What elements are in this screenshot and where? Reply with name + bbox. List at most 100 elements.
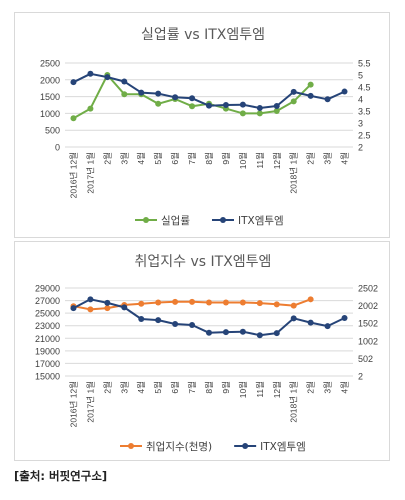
data-point [239, 328, 246, 335]
data-point [273, 103, 280, 110]
x-tick-label: 12월 [272, 381, 282, 398]
chart-panel-unemployment: 실업률 vs ITX엠투엠 0 500 1000 1500 2000 2500 2 2.5 3 3.… [14, 12, 390, 238]
data-point [138, 316, 145, 323]
data-point [189, 322, 196, 329]
x-tick-label: 9월 [221, 152, 231, 165]
x-tick-label: 11월 [255, 381, 265, 398]
x-tick-label: 3월 [323, 152, 333, 165]
y-right-tick-label: 4 [358, 95, 363, 105]
data-point [290, 315, 297, 322]
data-point [256, 300, 263, 307]
data-point [239, 110, 246, 117]
y-right-tick-label: 5.5 [358, 59, 371, 69]
x-tick-label: 3월 [323, 381, 333, 394]
data-point [256, 332, 263, 339]
data-point [307, 319, 314, 326]
data-point [104, 305, 111, 312]
data-point [121, 78, 128, 85]
y-right-tick-label: 4.5 [358, 83, 371, 93]
x-tick-label: 12월 [272, 152, 282, 169]
chart-title: 취업지수 vs ITX엠투엠 [135, 254, 272, 270]
y-left-tick-label: 27000 [35, 296, 60, 306]
y-left-tick-label: 2500 [40, 59, 60, 69]
data-point [239, 299, 246, 306]
x-tick-label: 9월 [221, 381, 231, 394]
y-left-tick-label: 1500 [40, 92, 60, 102]
data-point [256, 105, 263, 112]
data-point [87, 105, 94, 112]
legend-swatch-marker [128, 443, 134, 449]
x-tick-label: 2월 [306, 381, 316, 394]
data-point [121, 304, 128, 311]
x-tick-label: 5월 [153, 152, 163, 165]
data-point [341, 88, 348, 95]
chart-panel-employment: 취업지수 vs ITX엠투엠 15000 17000 19000 21000 23000 2… [14, 241, 390, 461]
y-left-tick-label: 0 [55, 143, 60, 153]
data-point [70, 305, 77, 312]
x-tick-label: 2월 [102, 381, 112, 394]
data-point [104, 74, 111, 81]
legend-label: 실업률 [161, 214, 190, 227]
x-tick-label: 8월 [204, 381, 214, 394]
x-tick-label: 11월 [255, 152, 265, 169]
data-point [206, 329, 212, 336]
y-left-tick-label: 17000 [35, 359, 60, 369]
data-point [324, 96, 331, 103]
source-caption: [출처: 버핏연구소] [14, 469, 108, 483]
y-left-tick-label: 15000 [35, 372, 60, 382]
data-point [87, 296, 94, 303]
x-tick-label: 7월 [187, 381, 197, 394]
x-tick-label: 10월 [238, 381, 248, 398]
data-point [273, 330, 280, 337]
legend-label: ITX엠투엠 [260, 441, 306, 453]
y-right-tick-label: 1002 [358, 336, 378, 346]
data-point [155, 317, 162, 324]
data-point [290, 88, 297, 95]
y-left-tick-label: 19000 [35, 346, 60, 356]
data-point [273, 108, 280, 114]
legend-swatch-marker [242, 443, 249, 449]
x-tick-label: 6월 [170, 381, 180, 394]
x-tick-label: 5월 [153, 381, 163, 394]
data-point [222, 299, 229, 306]
x-tick-label: 7월 [187, 152, 197, 165]
y-right-tick-label: 2.5 [358, 131, 371, 141]
data-point [307, 296, 314, 303]
chart-employment-svg: 취업지수 vs ITX엠투엠 15000 17000 19000 21000 23000 2… [35, 254, 378, 453]
data-point [256, 110, 263, 117]
data-point [290, 302, 297, 309]
data-point [138, 300, 145, 307]
data-point [239, 101, 246, 108]
chart-title: 실업률 vs ITX엠투엠 [141, 27, 265, 43]
x-tick-label: 10월 [238, 152, 248, 169]
x-tick-label: 4월 [340, 152, 350, 165]
y-right-tick-label: 2 [358, 143, 363, 153]
x-tick-label: 2017년 1월 [85, 381, 95, 423]
x-tick-label: 2018년 1월 [289, 152, 299, 194]
data-point [172, 298, 179, 305]
y-left-tick-label: 2000 [40, 75, 60, 85]
x-tick-label: 6월 [170, 152, 180, 165]
legend-label: ITX엠투엠 [238, 215, 284, 227]
x-tick-label: 2016년 12월 [68, 381, 78, 427]
x-tick-label: 3월 [119, 381, 129, 394]
data-point [104, 299, 111, 306]
data-point [70, 79, 77, 86]
y-left-tick-label: 21000 [35, 334, 60, 344]
y-left-tick-label: 1000 [40, 109, 60, 119]
data-point [307, 92, 314, 99]
data-point [172, 320, 179, 327]
data-point [307, 81, 314, 88]
x-tick-label: 3월 [119, 152, 129, 165]
data-point [206, 299, 212, 306]
y-right-tick-label: 2 [358, 372, 363, 382]
data-point [189, 298, 196, 305]
data-point [222, 329, 229, 336]
data-point [341, 314, 348, 321]
y-left-tick-label: 29000 [35, 284, 60, 294]
y-right-tick-label: 3.5 [358, 107, 371, 117]
y-right-tick-label: 2502 [358, 284, 378, 294]
y-right-tick-label: 502 [358, 354, 373, 364]
data-point [87, 70, 94, 77]
y-left-tick-label: 23000 [35, 321, 60, 331]
